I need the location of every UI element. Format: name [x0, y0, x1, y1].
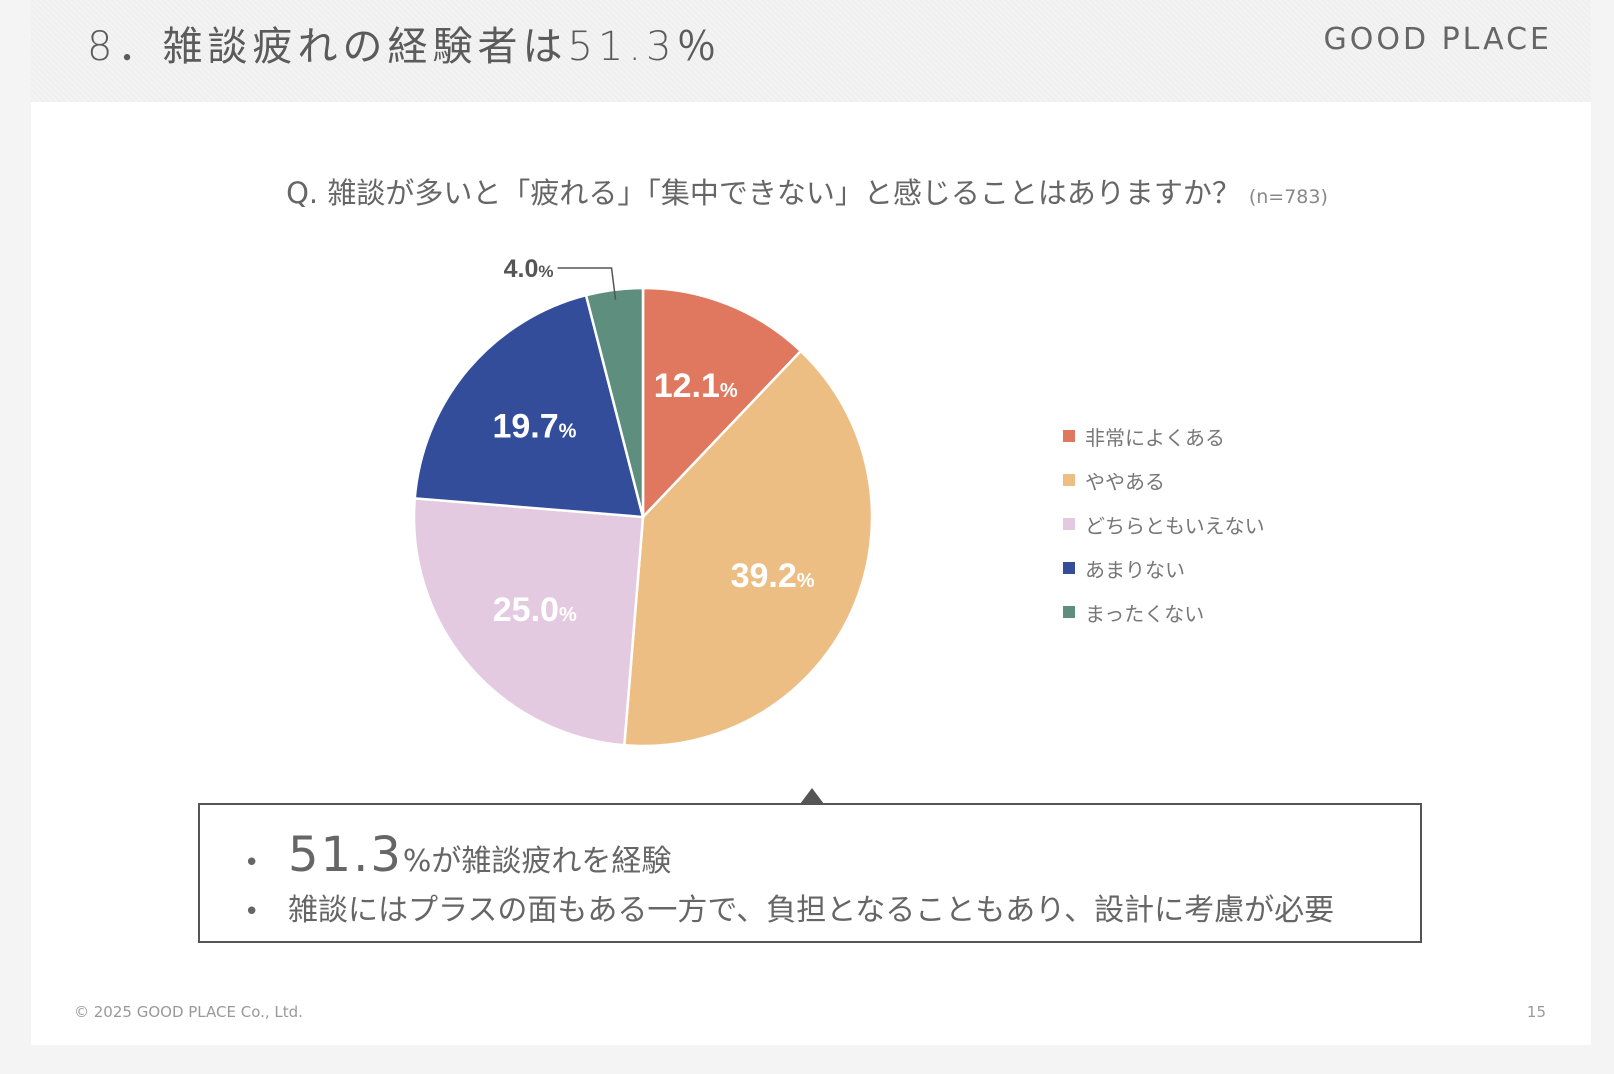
summary-figure: 51.3: [288, 827, 403, 883]
pie-label-3: 25.0%: [493, 591, 577, 629]
legend-swatch: [1063, 430, 1075, 442]
bullet-dot: •: [244, 897, 260, 927]
legend-swatch: [1063, 562, 1075, 574]
pie-slice-2: [622, 349, 874, 748]
pie-slice-1: [641, 286, 803, 521]
pie-label-2: 39.2%: [731, 557, 815, 595]
question-text: Q. 雑談が多いと「疲れる」「集中できない」と感じることはありますか？: [286, 176, 1241, 210]
slide-title: 8．雑談疲れの経験者は51.3％: [87, 24, 722, 70]
legend-label: 非常によくある: [1085, 425, 1225, 450]
bullet-dot: •: [244, 848, 260, 878]
pie-label-1: 12.1%: [654, 367, 738, 405]
legend-swatch: [1063, 518, 1075, 530]
legend-label: ややある: [1085, 469, 1165, 494]
sample-size: (n=783): [1248, 186, 1328, 208]
footer-copyright: © 2025 GOOD PLACE Co., Ltd.: [74, 1003, 303, 1021]
summary-bullet-2: • 雑談にはプラスの面もある一方で、負担となることもあり、設計に考慮が必要: [244, 885, 1334, 929]
summary-text-1: %が雑談疲れを経験: [402, 844, 672, 879]
pie-slice-4: [413, 293, 645, 519]
pie-leader-line: [557, 267, 617, 300]
brand-logo-text: GOOD PLACE: [1323, 22, 1552, 57]
chart-legend: 非常によくある ややあるどちらともいえない あまりないまったくない: [1063, 414, 1265, 634]
legend-label: あまりない: [1085, 557, 1185, 582]
pie-label-4: 19.7%: [492, 407, 576, 445]
legend-label: どちらともいえない: [1085, 513, 1265, 538]
header-band: [31, 0, 1591, 102]
legend-item: 非常によくある: [1063, 414, 1265, 458]
summary-text-2: 雑談にはプラスの面もある一方で、負担となることもあり、設計に考慮が必要: [288, 893, 1335, 928]
legend-item: ややある: [1063, 458, 1265, 502]
survey-question: Q. 雑談が多いと「疲れる」「集中できない」と感じることはありますか？ (n=78…: [0, 170, 1614, 212]
callout-pointer: [800, 788, 824, 804]
pie-label-5: 4.0%: [504, 255, 554, 283]
legend-item: あまりない: [1063, 546, 1265, 590]
legend-item: まったくない: [1063, 590, 1265, 634]
legend-swatch: [1063, 606, 1075, 618]
pie-slice-3: [412, 496, 645, 747]
legend-swatch: [1063, 474, 1075, 486]
summary-bullet-1: • 51.3%が雑談疲れを経験: [244, 827, 671, 883]
page-number: 15: [1526, 1003, 1546, 1021]
summary-callout: • 51.3%が雑談疲れを経験 • 雑談にはプラスの面もある一方で、負担となることも…: [198, 803, 1422, 943]
legend-item: どちらともいえない: [1063, 502, 1265, 546]
legend-label: まったくない: [1085, 601, 1205, 626]
